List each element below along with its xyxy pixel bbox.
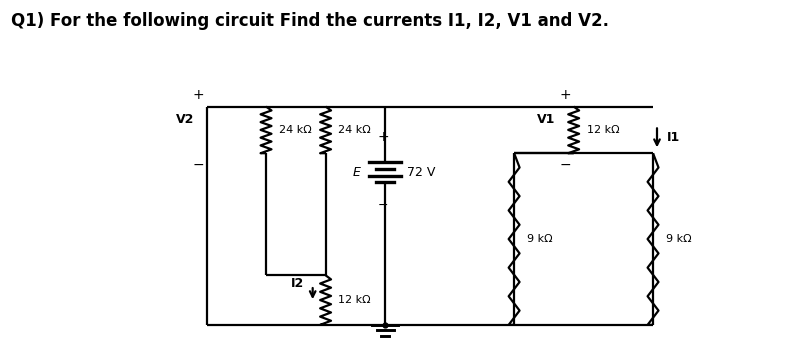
Text: I2: I2: [290, 277, 304, 290]
Text: +: +: [560, 88, 571, 101]
Text: −: −: [378, 199, 388, 212]
Text: E: E: [353, 166, 360, 179]
Text: +: +: [193, 88, 204, 101]
Text: 24 kΩ: 24 kΩ: [338, 125, 371, 135]
Text: 12 kΩ: 12 kΩ: [338, 295, 371, 305]
Text: 24 kΩ: 24 kΩ: [279, 125, 312, 135]
Text: 72 V: 72 V: [407, 166, 435, 179]
Text: I1: I1: [667, 131, 680, 144]
Text: 9 kΩ: 9 kΩ: [666, 234, 691, 244]
Text: +: +: [378, 130, 389, 144]
Text: V1: V1: [538, 113, 556, 126]
Text: V2: V2: [176, 113, 194, 126]
Text: −: −: [560, 158, 571, 172]
Text: 12 kΩ: 12 kΩ: [586, 125, 619, 135]
Text: 9 kΩ: 9 kΩ: [527, 234, 553, 244]
Text: Q1) For the following circuit Find the currents I1, I2, V1 and V2.: Q1) For the following circuit Find the c…: [11, 12, 609, 30]
Text: −: −: [193, 158, 204, 172]
